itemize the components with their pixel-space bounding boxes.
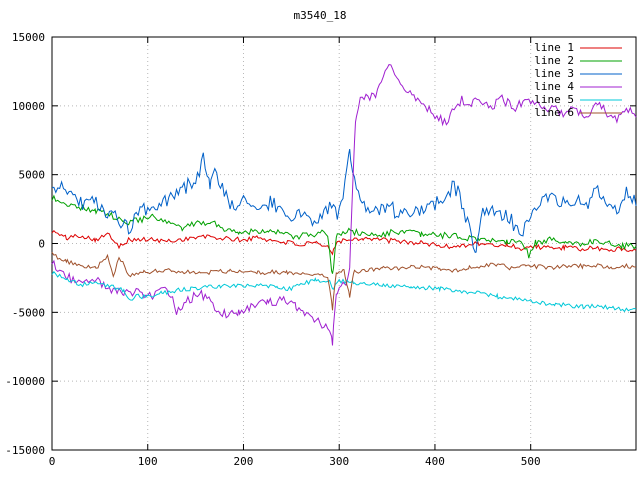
plot-border <box>51 36 637 451</box>
y-tick-label: 15000 <box>12 31 45 44</box>
series-line-6 <box>51 252 637 311</box>
y-tick-label: 0 <box>38 238 45 251</box>
x-tick-label: 100 <box>138 455 158 468</box>
x-tick-label: 200 <box>234 455 254 468</box>
legend-label: line 1 <box>534 41 574 54</box>
series-line-3 <box>52 149 637 254</box>
legend-label: line 4 <box>534 80 574 93</box>
chart-title: m3540_18 <box>293 9 347 22</box>
series-line-5 <box>51 270 637 313</box>
legend-label: line 5 <box>534 93 574 106</box>
legend-label: line 2 <box>534 54 574 67</box>
series-line-2 <box>51 194 637 274</box>
series-line-1 <box>51 229 637 256</box>
y-tick-label: -5000 <box>12 306 45 319</box>
y-tick-label: -10000 <box>5 375 45 388</box>
y-tick-label: 10000 <box>12 100 45 113</box>
x-tick-label: 300 <box>329 455 349 468</box>
x-tick-label: 0 <box>49 455 56 468</box>
x-tick-label: 500 <box>521 455 541 468</box>
y-tick-label: -15000 <box>5 444 45 457</box>
y-tick-label: 5000 <box>19 169 46 182</box>
x-tick-label: 400 <box>425 455 445 468</box>
legend-label: line 3 <box>534 67 574 80</box>
legend-label: line 6 <box>534 106 574 119</box>
